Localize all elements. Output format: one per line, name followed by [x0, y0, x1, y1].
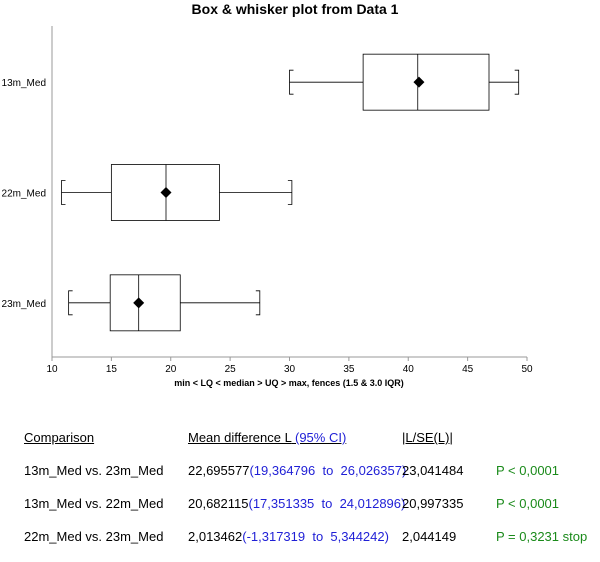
x-tick-label: 40 — [403, 364, 415, 375]
ratio-cell: 20,997335 — [402, 496, 464, 511]
x-tick-label: 45 — [462, 364, 474, 375]
fence-cap-high — [287, 180, 293, 205]
header-mean-difference: Mean difference L (95% CI) — [188, 430, 346, 445]
p-value-cell: P < 0,0001 — [496, 463, 560, 478]
chart-title: Box & whisker plot from Data 1 — [192, 1, 399, 17]
category-label: 22m_Med — [2, 189, 46, 200]
category-label: 13m_Med — [2, 78, 46, 89]
mean-marker — [160, 187, 172, 198]
x-tick-label: 10 — [46, 364, 58, 375]
p-value-cell: P < 0,0001 — [496, 496, 560, 511]
comparison-cell: 13m_Med vs. 22m_Med — [24, 496, 164, 511]
mean-difference-cell: 2,013462(-1,317319 to 5,344242) — [188, 529, 389, 544]
x-tick-label: 15 — [106, 364, 118, 375]
confidence-interval: (17,351335 to 24,012896) — [248, 496, 406, 511]
fence-cap-low — [68, 290, 73, 316]
comparison-cell: 13m_Med vs. 23m_Med — [24, 463, 164, 478]
mean-difference-cell: 22,695577(19,364796 to 26,026357) — [188, 463, 406, 478]
box-23m_Med: 23m_Med — [2, 274, 261, 332]
header-comparison: Comparison — [24, 430, 95, 445]
comparison-table: Comparison Mean difference L (95% CI) |L… — [24, 430, 594, 562]
table-row: 22m_Med vs. 23m_Med 2,013462(-1,317319 to… — [24, 529, 594, 562]
box-22m_Med: 22m_Med — [2, 164, 293, 221]
table-row: 13m_Med vs. 23m_Med 22,695577(19,364796 t… — [24, 463, 594, 496]
x-axis-ticks: 10 15 20 25 30 35 40 45 50 — [46, 357, 533, 375]
comparison-cell: 22m_Med vs. 23m_Med — [24, 529, 164, 544]
mean-marker — [133, 297, 145, 309]
table-header-row: Comparison Mean difference L (95% CI) |L… — [24, 430, 594, 463]
header-mean-diff-label: Mean difference L — [188, 430, 292, 445]
x-axis-label: min < LQ < median > UQ > max, fences (1.… — [174, 378, 404, 388]
box-iqr — [110, 164, 220, 221]
x-tick-label: 35 — [343, 364, 355, 375]
box-plot-chart: Box & whisker plot from Data 1 10 15 20 25 3… — [2, 1, 533, 388]
confidence-interval: (19,364796 to 26,026357) — [249, 463, 407, 478]
fence-cap-low — [61, 180, 66, 205]
mean-difference-value: 2,013462 — [188, 529, 243, 544]
fence-cap-high — [514, 69, 520, 95]
mean-marker — [413, 76, 425, 88]
header-ratio: |L/SE(L)| — [402, 430, 453, 445]
ratio-cell: 23,041484 — [402, 463, 464, 478]
p-value-cell: P = 0,3231 stop — [496, 529, 588, 544]
table-row: 13m_Med vs. 22m_Med 20,682115(17,351335 t… — [24, 496, 594, 529]
box-iqr — [109, 274, 181, 332]
x-tick-label: 30 — [284, 364, 296, 375]
category-label: 23m_Med — [2, 299, 46, 310]
box-series: 13m_Med 22m_Med 23m_Med — [2, 53, 520, 332]
mean-difference-cell: 20,682115(17,351335 to 24,012896) — [188, 496, 405, 511]
mean-difference-value: 22,695577 — [188, 463, 250, 478]
table-body: 13m_Med vs. 23m_Med 22,695577(19,364796 t… — [24, 463, 594, 562]
fence-cap-high — [255, 290, 261, 316]
fence-cap-low — [289, 69, 294, 95]
x-tick-label: 20 — [165, 364, 177, 375]
box-13m_Med: 13m_Med — [2, 53, 520, 111]
box-iqr — [362, 53, 490, 111]
header-ci-label: (95% CI) — [294, 430, 347, 445]
x-tick-label: 25 — [225, 364, 237, 375]
ratio-cell: 2,044149 — [402, 529, 457, 544]
mean-difference-value: 20,682115 — [188, 496, 249, 511]
confidence-interval: (-1,317319 to 5,344242) — [242, 529, 389, 544]
x-tick-label: 50 — [521, 364, 533, 375]
